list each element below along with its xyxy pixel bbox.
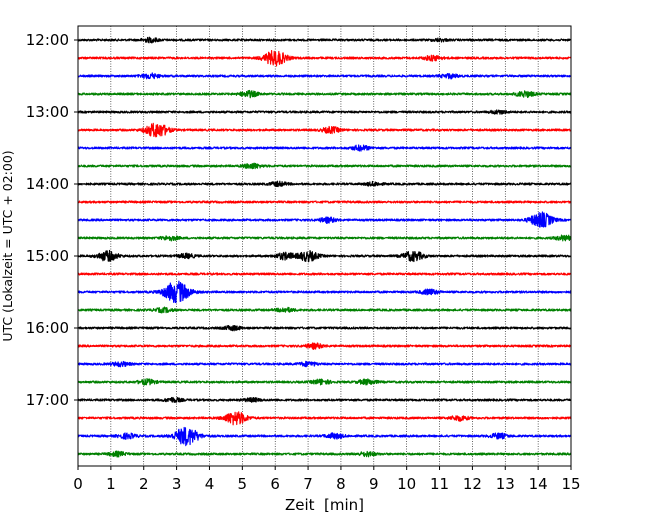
trace-line bbox=[77, 180, 572, 188]
trace-line bbox=[77, 272, 572, 276]
x-axis: 0 1 2 3 4 5 6 7 8 9 10 11 12 13 14 15 bbox=[73, 466, 581, 493]
trace-line bbox=[77, 89, 572, 99]
y-tick-label: 13:00 bbox=[26, 103, 69, 121]
x-tick-label: 3 bbox=[172, 475, 182, 493]
trace-line bbox=[77, 234, 572, 242]
y-tick-label: 12:00 bbox=[26, 31, 69, 49]
y-tick-label: 15:00 bbox=[26, 247, 69, 265]
plot-background bbox=[78, 26, 571, 466]
x-tick-label: 10 bbox=[397, 475, 416, 493]
y-tick-label: 17:00 bbox=[26, 391, 69, 409]
trace-line bbox=[77, 280, 572, 304]
x-tick-label: 13 bbox=[496, 475, 515, 493]
y-tick-label: 14:00 bbox=[26, 175, 69, 193]
trace-line bbox=[77, 200, 572, 204]
x-tick-label: 11 bbox=[430, 475, 449, 493]
trace-line bbox=[77, 411, 572, 426]
trace-line bbox=[77, 378, 572, 386]
trace-line bbox=[77, 36, 572, 44]
x-axis-label: Zeit [min] bbox=[285, 496, 364, 514]
trace-line bbox=[77, 162, 572, 170]
x-tick-label: 15 bbox=[561, 475, 580, 493]
trace-line bbox=[77, 109, 572, 115]
x-tick-label: 2 bbox=[139, 475, 149, 493]
trace-line bbox=[77, 72, 572, 80]
trace-line bbox=[77, 122, 572, 138]
trace-line bbox=[77, 211, 572, 228]
grid-lines bbox=[110, 26, 539, 466]
x-tick-label: 14 bbox=[529, 475, 548, 493]
trace-line bbox=[77, 360, 572, 368]
y-axis-label: UTC (Lokalzeit = UTC + 02:00) bbox=[0, 150, 15, 341]
trace-line bbox=[77, 144, 572, 152]
trace-line bbox=[77, 450, 572, 458]
x-tick-label: 1 bbox=[106, 475, 116, 493]
x-tick-label: 0 bbox=[73, 475, 83, 493]
trace-line bbox=[77, 249, 572, 263]
y-axis: 12:00 13:00 14:00 15:00 16:00 17:00 bbox=[26, 31, 78, 409]
plot-frame bbox=[77, 25, 572, 467]
x-tick-label: 12 bbox=[463, 475, 482, 493]
x-tick-label: 7 bbox=[303, 475, 313, 493]
x-tick-label: 5 bbox=[238, 475, 248, 493]
trace-line bbox=[77, 426, 572, 447]
x-tick-label: 8 bbox=[336, 475, 346, 493]
y-tick-label: 16:00 bbox=[26, 319, 69, 337]
x-tick-label: 4 bbox=[205, 475, 215, 493]
trace-line bbox=[77, 306, 572, 314]
trace-line bbox=[77, 49, 572, 67]
trace-line bbox=[77, 342, 572, 350]
trace-group bbox=[77, 36, 572, 458]
x-tick-label: 6 bbox=[270, 475, 280, 493]
x-tick-label: 9 bbox=[369, 475, 379, 493]
trace-line bbox=[77, 396, 572, 403]
trace-line bbox=[77, 325, 572, 332]
